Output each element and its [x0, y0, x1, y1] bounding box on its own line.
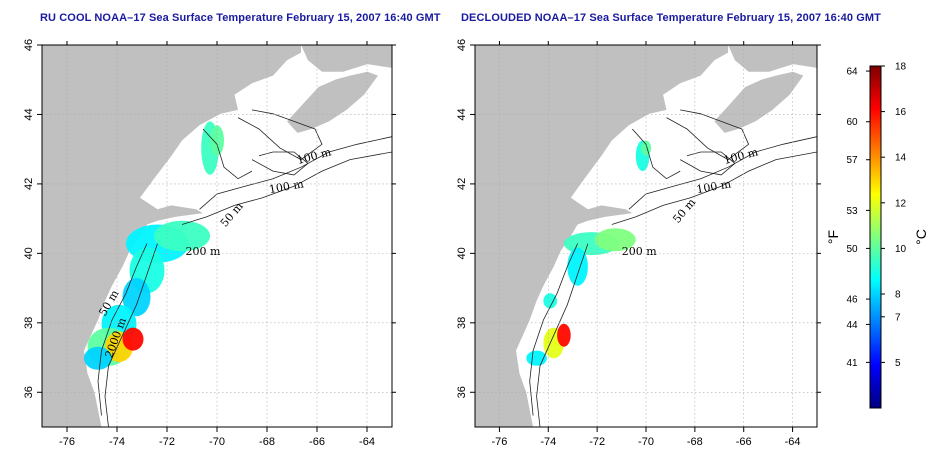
y-tick-label: 36: [456, 386, 468, 398]
contour-label: 200 m: [186, 245, 221, 258]
depth-contour: [536, 243, 589, 427]
colorbar-gradient: [869, 65, 882, 409]
celsius-tick-label: 14: [895, 153, 907, 164]
sst-patch: [122, 278, 151, 317]
x-tick-label: -70: [209, 436, 225, 448]
depth-contour: [237, 109, 323, 161]
x-tick-label: -76: [491, 436, 507, 448]
fahrenheit-tick-label: 50: [846, 244, 858, 255]
y-tick-label: 40: [23, 247, 35, 259]
land-north: [301, 45, 392, 72]
contour-label: 200 m: [622, 245, 657, 258]
y-tick-label: 36: [23, 386, 35, 398]
x-tick-label: -72: [159, 436, 175, 448]
y-tick-label: 38: [456, 317, 468, 329]
colorbar: 18 16 14 12 10 8 7 5 64 60 57 53 50 46 44 41 °F °C: [825, 62, 929, 409]
celsius-tick-label: 12: [895, 198, 907, 209]
depth-contour: [628, 136, 817, 210]
fahrenheit-tick-label: 46: [846, 295, 858, 306]
x-tick-label: -72: [589, 436, 605, 448]
depth-contour: [104, 243, 158, 427]
y-tick-label: 38: [23, 317, 35, 329]
depth-contour: [199, 136, 392, 210]
depth-contour: [611, 151, 817, 225]
depth-contour: [202, 128, 253, 180]
x-tick-label: -74: [109, 436, 125, 448]
x-tick-label: -68: [687, 436, 703, 448]
land-mainland: [42, 45, 301, 427]
y-tick-label: 46: [23, 39, 35, 51]
celsius-tick-label: 18: [895, 62, 907, 73]
sst-patch: [154, 220, 210, 252]
y-tick-label: 46: [456, 39, 468, 51]
fahrenheit-tick-label: 64: [846, 67, 858, 78]
fahrenheit-tick-label: 44: [846, 320, 858, 331]
depth-contour: [529, 243, 578, 416]
x-tick-label: -70: [638, 436, 654, 448]
land-mainland: [475, 45, 729, 427]
land-long-island: [549, 221, 566, 228]
land-long-island: [118, 221, 134, 228]
depth-contour: [666, 109, 750, 161]
depth-contour: [181, 151, 392, 225]
sst-patch: [210, 125, 224, 156]
y-tick-label: 44: [456, 108, 468, 120]
sst-patch: [594, 228, 636, 252]
x-tick-label: -66: [309, 436, 325, 448]
x-tick-label: -68: [259, 436, 275, 448]
depth-contour: [632, 128, 681, 180]
y-tick-label: 42: [23, 178, 35, 190]
celsius-unit-label: °C: [913, 229, 929, 245]
sst-patch: [84, 346, 112, 370]
x-tick-label: -64: [359, 436, 375, 448]
sst-patch: [122, 327, 144, 351]
right-map-title: DECLOUDED NOAA–17 Sea Surface Temperatur…: [461, 12, 881, 24]
x-tick-label: -76: [59, 436, 75, 448]
sst-patch: [557, 323, 571, 347]
x-tick-label: -66: [736, 436, 752, 448]
contour-label: 50 m: [670, 196, 698, 226]
celsius-tick-label: 16: [895, 107, 907, 118]
fahrenheit-tick-label: 60: [846, 117, 858, 128]
left-map-title: RU COOL NOAA–17 Sea Surface Temperature …: [40, 12, 441, 24]
sst-patch: [567, 247, 588, 286]
contour-label: 50 m: [218, 199, 246, 229]
x-tick-label: -64: [785, 436, 801, 448]
y-tick-label: 40: [456, 247, 468, 259]
fahrenheit-unit-label: °F: [825, 230, 841, 244]
fahrenheit-tick-label: 57: [846, 155, 858, 166]
x-tick-label: -74: [540, 436, 556, 448]
contour-label: 100 m: [296, 145, 334, 167]
celsius-tick-label: 7: [895, 312, 901, 323]
land-nova-scotia: [287, 71, 378, 133]
contour-label: 100 m: [268, 177, 305, 196]
contour-label: 100 m: [722, 145, 760, 167]
land-nova-scotia: [714, 71, 804, 133]
y-tick-label: 44: [23, 108, 35, 120]
celsius-tick-label: 5: [895, 358, 901, 369]
y-tick-label: 42: [456, 178, 468, 190]
depth-contour: [97, 243, 148, 416]
celsius-tick-label: 10: [895, 244, 907, 255]
depth-contour: [680, 151, 736, 176]
land-north: [728, 45, 817, 72]
sst-patch: [543, 293, 557, 309]
fahrenheit-tick-label: 41: [846, 358, 858, 369]
celsius-tick-label: 8: [895, 290, 901, 301]
fahrenheit-tick-label: 53: [846, 206, 858, 217]
contour-label: 100 m: [695, 177, 732, 196]
depth-contour: [251, 151, 309, 176]
